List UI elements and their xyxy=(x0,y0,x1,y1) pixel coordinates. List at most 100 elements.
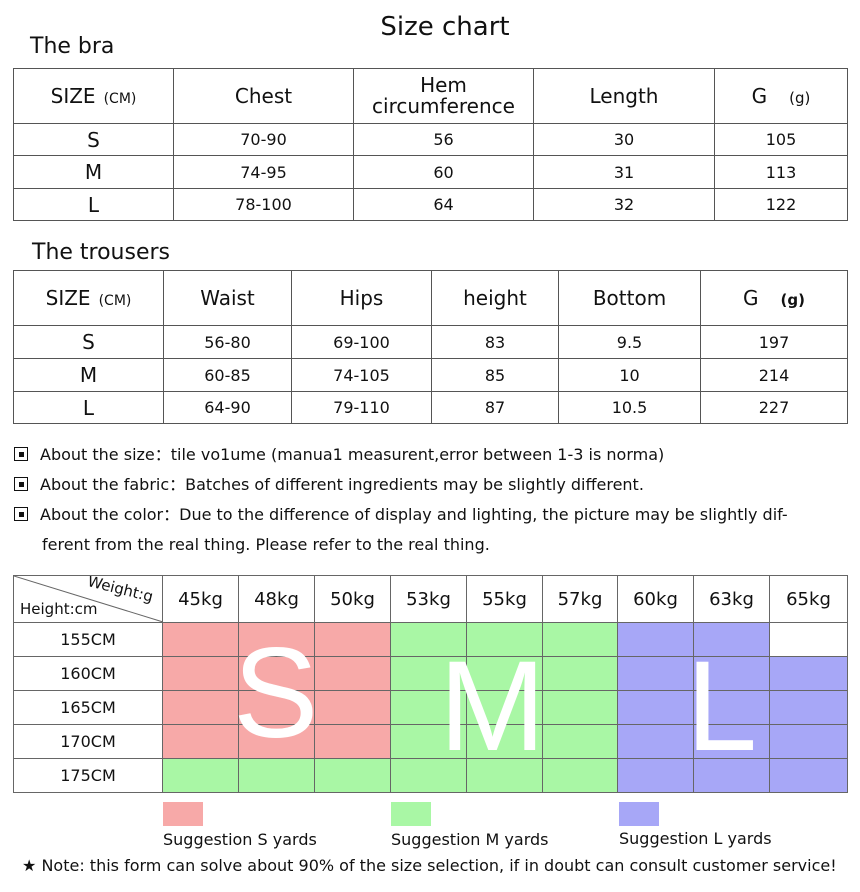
size-s-cell xyxy=(162,690,239,725)
size-cell: S xyxy=(13,123,174,156)
bra-header-row: SIZE (CM) Chest Hem circumference Length G… xyxy=(13,68,848,124)
size-m-cell xyxy=(390,690,467,725)
size-m-cell xyxy=(390,656,467,691)
size-m-cell xyxy=(390,622,467,657)
bra-header-chest: Chest xyxy=(173,68,354,124)
trousers-header-g: G (g) xyxy=(700,270,848,326)
note-color-continued: ferent from the real thing. Please refer… xyxy=(42,535,490,554)
size-m-cell xyxy=(162,758,239,793)
grid-header-row: Weight:g Height:cm 45kg 48kg 50kg 53kg 55kg 5… xyxy=(13,575,848,623)
size-l-cell xyxy=(617,690,694,725)
star-icon: ★ xyxy=(22,856,37,875)
g-cell: 214 xyxy=(700,358,848,392)
size-s-letter: S xyxy=(233,622,319,765)
height-cell: 85 xyxy=(431,358,559,392)
trousers-size-table: SIZE (CM) Waist Hips height Bottom G (g) S… xyxy=(13,270,848,424)
height-label-cell: 170CM xyxy=(13,724,163,759)
size-s-cell xyxy=(238,622,315,657)
table-row: M 60-85 74-105 85 10 214 xyxy=(13,358,848,392)
length-cell: 31 xyxy=(533,155,715,189)
height-label-cell: 165CM xyxy=(13,690,163,725)
bottom-cell: 10 xyxy=(558,358,701,392)
grid-row: 175CM xyxy=(13,758,848,793)
size-s-cell xyxy=(162,622,239,657)
size-s-cell xyxy=(314,656,391,691)
size-l-cell xyxy=(617,758,694,793)
size-l-letter: L xyxy=(686,635,758,778)
note-fabric: About the fabric：Batches of different in… xyxy=(14,470,834,500)
weight-header-cell: 48kg xyxy=(238,575,315,623)
bra-header-length: Length xyxy=(533,68,715,124)
size-l-cell xyxy=(617,622,694,657)
weight-header-cell: 45kg xyxy=(162,575,239,623)
waist-cell: 60-85 xyxy=(163,358,292,392)
size-l-cell xyxy=(693,690,770,725)
hips-cell: 74-105 xyxy=(291,358,432,392)
table-row: L 64-90 79-110 87 10.5 227 xyxy=(13,391,848,424)
size-l-cell xyxy=(617,656,694,691)
hem-cell: 56 xyxy=(353,123,534,156)
size-m-cell xyxy=(466,724,543,759)
height-label-cell: 160CM xyxy=(13,656,163,691)
table-row: M 74-95 60 31 113 xyxy=(13,155,848,189)
size-m-cell xyxy=(238,758,315,793)
size-l-cell xyxy=(769,724,848,759)
grid-corner-cell: Weight:g Height:cm xyxy=(13,575,163,623)
hips-cell: 79-110 xyxy=(291,391,432,424)
trousers-header-bottom: Bottom xyxy=(558,270,701,326)
trousers-header-waist: Waist xyxy=(163,270,292,326)
note-color: About the color：Due to the difference of… xyxy=(14,500,834,530)
size-s-cell xyxy=(238,724,315,759)
size-m-cell xyxy=(466,622,543,657)
size-s-cell xyxy=(238,690,315,725)
size-m-cell xyxy=(542,758,618,793)
page-title: Size chart xyxy=(380,12,510,42)
height-label-cell: 155CM xyxy=(13,622,163,657)
size-l-cell xyxy=(769,758,848,793)
height-cell: 83 xyxy=(431,325,559,359)
hips-cell: 69-100 xyxy=(291,325,432,359)
table-row: S 56-80 69-100 83 9.5 197 xyxy=(13,325,848,359)
hem-cell: 60 xyxy=(353,155,534,189)
chest-cell: 74-95 xyxy=(173,155,354,189)
footnote: ★ Note: this form can solve about 90% of… xyxy=(22,856,837,875)
size-s-cell xyxy=(162,724,239,759)
table-row: L 78-100 64 32 122 xyxy=(13,188,848,221)
note-size: About the size：tile vo1ume (manua1 measu… xyxy=(14,440,834,470)
height-label-cell: 175CM xyxy=(13,758,163,793)
size-m-cell xyxy=(314,758,391,793)
bra-section-title: The bra xyxy=(30,34,115,59)
bullet-icon xyxy=(14,507,28,521)
chest-cell: 70-90 xyxy=(173,123,354,156)
size-m-cell xyxy=(466,656,543,691)
grid-row: 165CM xyxy=(13,690,848,725)
length-cell: 32 xyxy=(533,188,715,221)
size-l-cell xyxy=(769,690,848,725)
footnote-text: Note: this form can solve about 90% of t… xyxy=(41,856,837,875)
size-l-cell xyxy=(693,758,770,793)
trousers-header-height: height xyxy=(431,270,559,326)
size-l-cell xyxy=(693,622,770,657)
empty-cell xyxy=(769,622,848,657)
bra-header-hem: Hem circumference xyxy=(353,68,534,124)
legend-swatch-m xyxy=(391,802,431,826)
size-m-cell xyxy=(542,690,618,725)
length-cell: 30 xyxy=(533,123,715,156)
trousers-section-title: The trousers xyxy=(32,240,171,265)
trousers-header-row: SIZE (CM) Waist Hips height Bottom G (g) xyxy=(13,270,848,326)
size-s-cell xyxy=(314,724,391,759)
g-cell: 227 xyxy=(700,391,848,424)
size-l-cell xyxy=(693,724,770,759)
chest-cell: 78-100 xyxy=(173,188,354,221)
legend-label-m: Suggestion M yards xyxy=(391,830,549,849)
size-cell: M xyxy=(13,155,174,189)
size-m-cell xyxy=(542,656,618,691)
waist-cell: 56-80 xyxy=(163,325,292,359)
size-m-cell xyxy=(390,724,467,759)
size-cell: L xyxy=(13,188,174,221)
size-s-cell xyxy=(314,690,391,725)
weight-header-cell: 53kg xyxy=(390,575,467,623)
bottom-cell: 9.5 xyxy=(558,325,701,359)
bullet-icon xyxy=(14,477,28,491)
g-cell: 122 xyxy=(714,188,848,221)
